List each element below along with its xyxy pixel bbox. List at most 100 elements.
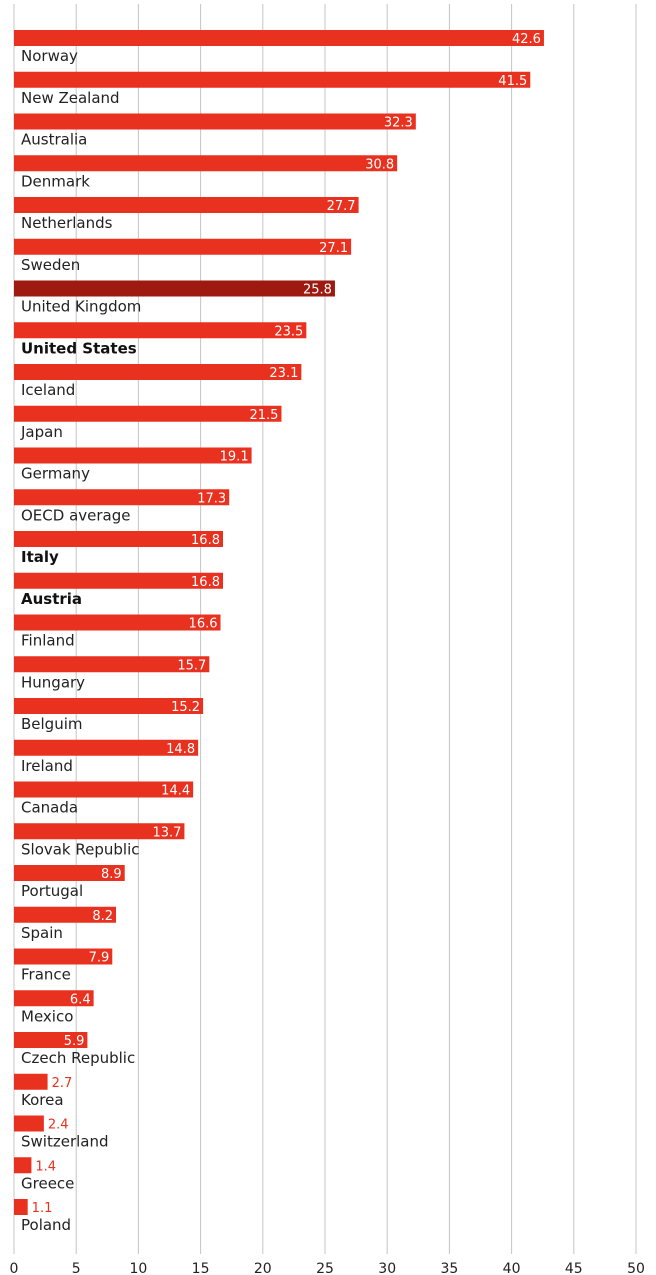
x-tick-label: 0 xyxy=(10,1261,19,1275)
x-tick-label: 5 xyxy=(72,1261,81,1275)
category-label: Canada xyxy=(21,799,78,817)
category-label: Portugal xyxy=(21,882,83,900)
category-labels: Norway New Zealand Australia Denmark Netherl… xyxy=(20,47,141,1234)
bar xyxy=(14,280,335,297)
bar xyxy=(14,1115,44,1132)
bar xyxy=(14,447,252,464)
bar xyxy=(14,781,194,798)
bar-value-label: 16.8 xyxy=(191,533,220,548)
bar-value-label: 5.9 xyxy=(64,1034,85,1049)
bar-value-label: 2.7 xyxy=(52,1076,73,1091)
category-label: Hungary xyxy=(21,673,85,691)
bar xyxy=(14,155,398,172)
bar-value-label: 23.5 xyxy=(274,324,303,339)
bar xyxy=(14,948,113,965)
category-label: Slovak Republic xyxy=(21,840,140,858)
bar xyxy=(14,113,416,130)
bar-value-label: 27.1 xyxy=(319,241,348,256)
bar xyxy=(14,1073,48,1090)
x-tick-label: 40 xyxy=(503,1261,521,1275)
x-tick-label: 25 xyxy=(316,1261,334,1275)
bar-value-label: 27.7 xyxy=(327,199,356,214)
bar xyxy=(14,322,307,339)
category-label: Poland xyxy=(21,1216,71,1234)
bar-value-label: 6.4 xyxy=(70,992,91,1007)
bar-value-label: 19.1 xyxy=(220,450,249,465)
bar-value-label: 23.1 xyxy=(269,366,298,381)
category-label: Italy xyxy=(21,548,59,566)
category-label: Norway xyxy=(21,47,78,65)
category-label: Belguim xyxy=(21,715,83,733)
bar xyxy=(14,405,282,422)
bar xyxy=(14,1157,32,1174)
category-label: Austria xyxy=(21,590,82,608)
bar-value-label: 41.5 xyxy=(498,74,527,89)
bar xyxy=(14,656,210,673)
bar-value-label: 7.9 xyxy=(89,951,110,966)
category-label: New Zealand xyxy=(21,89,120,107)
bar-value-label: 16.8 xyxy=(191,575,220,590)
x-tick-label: 15 xyxy=(192,1261,210,1275)
bar-value-label: 8.9 xyxy=(101,867,122,882)
bar xyxy=(14,739,199,756)
bar xyxy=(14,990,94,1007)
category-label: Denmark xyxy=(21,172,90,190)
category-label: France xyxy=(21,966,71,984)
category-label: Ireland xyxy=(21,757,73,775)
category-label: Spain xyxy=(21,924,63,942)
bar-value-label: 42.6 xyxy=(512,32,541,47)
bar xyxy=(14,865,125,881)
bar xyxy=(14,30,544,46)
x-tick-label: 20 xyxy=(254,1261,272,1275)
bar-value-label: 21.5 xyxy=(250,408,279,423)
bar-value-label: 14.4 xyxy=(161,784,190,799)
bar xyxy=(14,531,223,547)
category-label: Netherlands xyxy=(21,214,113,232)
bar xyxy=(14,364,302,380)
category-label: Australia xyxy=(21,131,87,149)
x-tick-label: 30 xyxy=(378,1261,396,1275)
x-tick-label: 10 xyxy=(129,1261,147,1275)
x-axis-ticks: 0 5 10 15 20 25 30 35 40 45 50 xyxy=(10,1261,645,1275)
bar xyxy=(14,1032,88,1048)
bar xyxy=(14,1199,28,1215)
category-label: Finland xyxy=(21,632,75,650)
x-tick-label: 50 xyxy=(627,1261,645,1275)
bar xyxy=(14,614,221,631)
category-label: OECD average xyxy=(21,506,130,524)
bar-value-label: 32.3 xyxy=(384,116,413,131)
category-label: Germany xyxy=(21,465,90,483)
category-label: Czech Republic xyxy=(21,1049,135,1067)
bar-value-label: 8.2 xyxy=(92,909,113,924)
category-label: Greece xyxy=(21,1174,74,1192)
bar-value-label: 14.8 xyxy=(166,742,195,757)
bar xyxy=(14,572,223,589)
category-label: Switzerland xyxy=(21,1133,109,1151)
bar-value-label: 17.3 xyxy=(197,491,226,506)
bar-value-label: 15.2 xyxy=(171,700,200,715)
x-tick-label: 45 xyxy=(565,1261,583,1275)
bar-value-label: 16.6 xyxy=(189,617,218,632)
bar-value-label: 1.4 xyxy=(35,1159,56,1174)
bar xyxy=(14,489,230,506)
bar xyxy=(14,238,352,255)
bar-value-label: 1.1 xyxy=(32,1201,53,1216)
bar-value-label: 2.4 xyxy=(48,1118,69,1133)
bar-value-label: 15.7 xyxy=(177,658,206,673)
category-label: United Kingdom xyxy=(21,298,141,316)
bar xyxy=(14,71,531,88)
bar xyxy=(14,698,204,714)
bar-value-label: 13.7 xyxy=(152,825,181,840)
bar xyxy=(14,906,117,923)
category-label: United States xyxy=(21,339,137,357)
bars: 42.6 41.5 32.3 30.8 27.7 27.1 25.8 23.5 23.1 21.5… xyxy=(14,30,544,1216)
bar-value-label: 25.8 xyxy=(303,283,332,298)
bar xyxy=(14,823,185,840)
category-label: Korea xyxy=(21,1091,64,1109)
x-tick-label: 35 xyxy=(440,1261,458,1275)
category-label: Sweden xyxy=(21,256,80,274)
bar xyxy=(14,197,359,213)
bar-value-label: 30.8 xyxy=(365,157,394,172)
category-label: Iceland xyxy=(21,381,75,399)
